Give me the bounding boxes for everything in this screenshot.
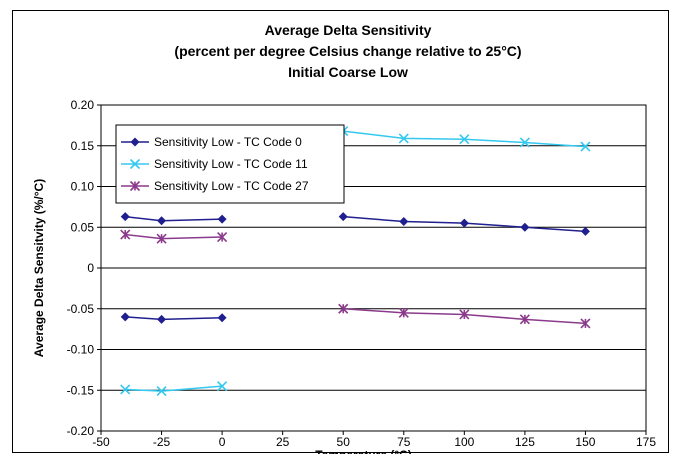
y-tick-label-3: 0.05 — [71, 220, 95, 234]
x-tick-label-5: 75 — [397, 435, 411, 449]
series-2-point-1-0 — [338, 303, 349, 314]
x-tick-label-0: -50 — [92, 435, 110, 449]
legend-marker-0 — [130, 137, 140, 147]
series-2-point-0-0 — [120, 229, 131, 240]
series-2-point-1-3 — [519, 314, 530, 325]
series-0-point-0-1 — [157, 216, 167, 226]
y-tick-label-0: 0.20 — [71, 98, 95, 112]
legend-label-1: Sensitivity Low - TC Code 11 — [154, 157, 308, 171]
x-tick-label-4: 50 — [337, 435, 351, 449]
legend-marker-1 — [129, 158, 141, 170]
series-2-point-1-4 — [580, 318, 591, 329]
chart-title-line-3: Initial Coarse Low — [288, 64, 408, 80]
x-tick-label-6: 100 — [454, 435, 474, 449]
x-tick-label-3: 25 — [276, 435, 290, 449]
series-1-point-1-3 — [519, 137, 530, 148]
series-2-point-0-1 — [156, 233, 167, 244]
chart-title-line-1: Average Delta Sensitivity — [265, 22, 432, 38]
series-0-point-2-2 — [459, 218, 469, 228]
y-tick-label-1: 0.15 — [71, 139, 95, 153]
series-0-point-2-3 — [520, 222, 530, 232]
series-0-point-2-0 — [338, 212, 348, 222]
x-tick-label-7: 125 — [515, 435, 535, 449]
series-2-line-0 — [125, 233, 223, 240]
series-1-point-0-2 — [217, 381, 228, 392]
legend-label-0: Sensitivity Low - TC Code 0 — [154, 135, 302, 149]
y-tick-label-6: -0.10 — [67, 343, 95, 357]
chart-frame: Average Delta Sensitivity (percent per de… — [12, 10, 669, 454]
y-tick-label-2: 0.10 — [71, 180, 95, 194]
series-0-point-2-4 — [580, 226, 590, 236]
chart-title-line-2: (percent per degree Celsius change relat… — [174, 43, 521, 59]
x-axis-label: Temperature (°C) — [315, 448, 412, 454]
y-tick-label-7: -0.15 — [67, 383, 95, 397]
y-tick-label-8: -0.20 — [67, 424, 95, 438]
series-0-point-1-1 — [157, 314, 167, 324]
series-0-point-1-0 — [120, 312, 130, 322]
series-2-point-0-2 — [217, 231, 228, 243]
series-0-point-0-0 — [120, 212, 130, 222]
chart-svg: Average Delta Sensitivity (percent per de… — [32, 22, 656, 454]
x-tick-label-9: 175 — [636, 435, 656, 449]
y-axis-label: Average Delta Sensitvity (%/°C) — [32, 179, 46, 357]
series-1-point-0-1 — [156, 385, 167, 397]
y-tick-label-5: -0.05 — [67, 302, 95, 316]
series-2-point-1-2 — [459, 309, 470, 320]
series-0-line-1 — [125, 316, 223, 321]
x-tick-label-8: 150 — [575, 435, 595, 449]
legend-marker-2 — [129, 180, 141, 192]
x-tick-label-1: -25 — [153, 435, 171, 449]
legend-box — [115, 124, 345, 204]
y-tick-label-4: 0 — [87, 261, 94, 275]
series-1-point-1-1 — [398, 133, 409, 144]
series-1-point-1-4 — [580, 141, 591, 152]
series-0-point-2-1 — [399, 217, 409, 227]
legend-label-2: Sensitivity Low - TC Code 27 — [154, 179, 309, 193]
series-1-point-0-0 — [120, 384, 131, 395]
series-0-line-0 — [125, 215, 223, 222]
series-0-point-1-2 — [217, 313, 227, 323]
series-1-point-1-2 — [459, 134, 470, 145]
x-tick-label-2: 0 — [219, 435, 226, 449]
series-0-point-0-2 — [217, 214, 227, 224]
series-2-point-1-1 — [398, 307, 409, 318]
